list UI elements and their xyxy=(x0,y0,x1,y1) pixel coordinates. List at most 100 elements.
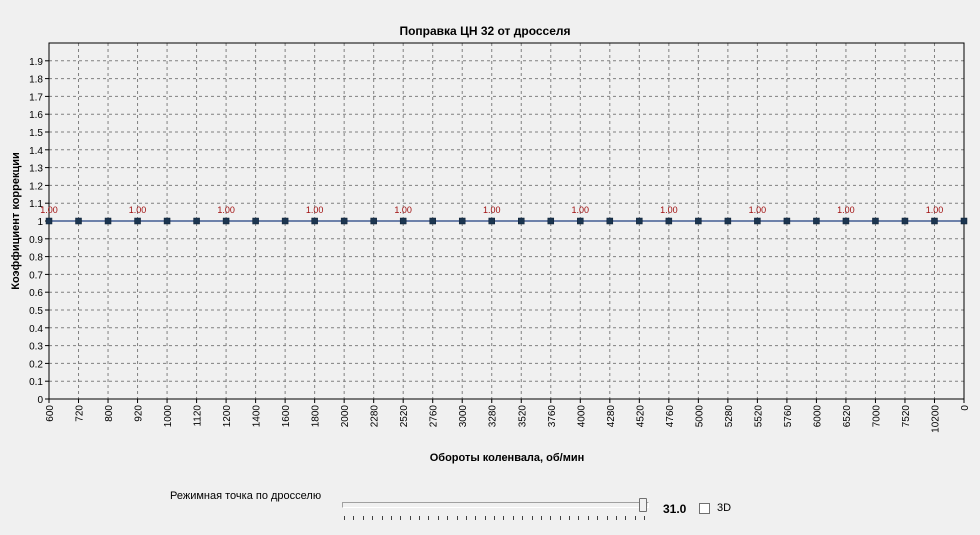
data-label: 1.00 xyxy=(394,205,412,215)
data-point xyxy=(252,217,259,225)
x-tick-label: 7520 xyxy=(901,405,912,428)
data-point xyxy=(518,217,525,225)
data-point xyxy=(222,217,230,225)
data-point xyxy=(842,217,850,225)
data-label: 1.00 xyxy=(926,205,944,215)
data-point xyxy=(311,217,318,225)
data-label: 1.00 xyxy=(572,205,590,215)
data-point xyxy=(134,217,141,225)
data-label: 1.00 xyxy=(306,205,324,215)
data-label: 1.00 xyxy=(483,205,501,215)
chart: Поправка ЦН 32 от дросселя Коэффициент к… xyxy=(10,24,971,464)
data-point xyxy=(606,217,614,225)
y-tick-label: 0.2 xyxy=(29,359,43,370)
slider-tick xyxy=(437,516,439,520)
data-point xyxy=(104,217,112,225)
x-tick-label: 4520 xyxy=(635,405,646,428)
y-tick-label: 1.3 xyxy=(29,164,43,175)
slider-tick xyxy=(512,516,514,520)
data-label: 1.00 xyxy=(837,205,855,215)
x-tick-label: 3000 xyxy=(458,405,469,428)
x-tick-label: 720 xyxy=(75,405,86,422)
x-tick-label: 0 xyxy=(960,405,971,411)
y-axis-label: Коэффициент коррекции xyxy=(10,152,22,290)
y-tick-label: 1 xyxy=(37,217,43,228)
y-tick-label: 0 xyxy=(37,395,43,406)
y-tick-label: 0.9 xyxy=(29,235,43,246)
slider-tick xyxy=(465,516,467,520)
slider-tick xyxy=(540,516,542,520)
data-point xyxy=(75,217,82,225)
mode-point-label: Режимная точка по дросселю xyxy=(170,490,322,502)
data-point xyxy=(458,217,466,225)
data-point xyxy=(547,217,555,225)
y-tick-label: 1.6 xyxy=(29,110,43,121)
y-tick-label: 1.7 xyxy=(29,92,43,103)
slider-ticks xyxy=(342,516,647,522)
slider-tick xyxy=(428,516,430,520)
slider-thumb[interactable] xyxy=(639,498,647,512)
x-tick-label: 1600 xyxy=(281,405,292,428)
slider-tick xyxy=(344,516,345,520)
slider-tick xyxy=(503,516,505,520)
data-point xyxy=(488,217,495,225)
data-point xyxy=(370,217,377,225)
checkbox-3d[interactable] xyxy=(699,503,710,514)
data-label: 1.00 xyxy=(749,205,767,215)
data-point xyxy=(193,217,200,225)
controls-bar: Режимная точка по дросселю 31.0 3D xyxy=(0,480,980,535)
y-tick-label: 1.8 xyxy=(29,75,43,86)
slider-tick xyxy=(400,516,402,520)
x-tick-label: 2760 xyxy=(429,405,440,428)
data-point xyxy=(577,217,584,225)
slider-tick xyxy=(494,516,495,520)
data-label: 1.00 xyxy=(40,205,58,215)
slider-tick xyxy=(606,516,608,520)
x-tick-label: 600 xyxy=(45,405,56,422)
x-tick-label: 1800 xyxy=(311,405,322,428)
x-tick-label: 4280 xyxy=(606,405,617,428)
x-tick-label: 5760 xyxy=(783,405,794,428)
x-tick-label: 3760 xyxy=(547,405,558,428)
x-tick-label: 1200 xyxy=(222,405,233,428)
x-tick-label: 5000 xyxy=(694,405,705,428)
slider-tick xyxy=(456,516,458,520)
x-tick-label: 2000 xyxy=(340,405,351,428)
y-tick-label: 0.6 xyxy=(29,288,43,299)
y-tick-label: 0.5 xyxy=(29,306,43,317)
x-tick-label: 5520 xyxy=(753,405,764,428)
chart-title: Поправка ЦН 32 от дросселя xyxy=(399,24,570,38)
x-tick-label: 2520 xyxy=(399,405,410,428)
checkbox-3d-label[interactable]: 3D xyxy=(717,502,732,514)
data-point xyxy=(340,217,348,225)
slider-tick xyxy=(372,516,374,520)
data-point xyxy=(45,217,53,225)
y-tick-label: 0.8 xyxy=(29,253,43,264)
data-point xyxy=(399,217,407,225)
data-label: 1.00 xyxy=(660,205,678,215)
data-point xyxy=(813,217,820,225)
y-tick-label: 1.5 xyxy=(29,128,43,139)
slider-tick xyxy=(362,516,364,520)
slider-tick xyxy=(625,516,627,520)
data-point xyxy=(783,217,791,225)
slider-tick xyxy=(409,516,411,520)
slider-tick xyxy=(381,516,383,520)
data-point xyxy=(724,217,732,225)
y-tick-label: 0.7 xyxy=(29,270,43,281)
slider-tick xyxy=(615,516,617,520)
x-tick-label: 4760 xyxy=(665,405,676,428)
slider-tick xyxy=(550,516,552,520)
x-tick-label: 7000 xyxy=(871,405,882,428)
data-point xyxy=(960,217,968,225)
slider-tick xyxy=(447,516,449,520)
slider-tick xyxy=(587,516,589,520)
data-point xyxy=(695,217,702,225)
slider-tick xyxy=(419,516,420,520)
x-tick-label: 4000 xyxy=(576,405,587,428)
y-tick-label: 0.1 xyxy=(29,377,43,388)
x-tick-label: 1000 xyxy=(163,405,174,428)
throttle-slider[interactable] xyxy=(342,498,649,520)
y-tick-label: 1.9 xyxy=(29,57,43,68)
y-tick-label: 1.2 xyxy=(29,181,43,192)
